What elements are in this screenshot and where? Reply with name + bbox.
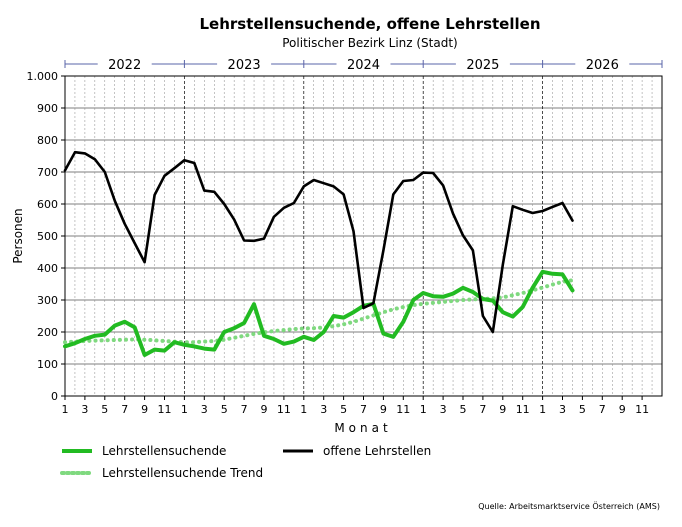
y-tick-label: 700 — [37, 166, 58, 179]
x-tick-label: 5 — [101, 403, 108, 416]
x-tick-label: 11 — [516, 403, 530, 416]
y-tick-label: 300 — [37, 294, 58, 307]
x-tick-label: 9 — [141, 403, 148, 416]
y-tick-label: 500 — [37, 230, 58, 243]
x-tick-label: 1 — [62, 403, 69, 416]
source-note: Quelle: Arbeitsmarktservice Österreich (… — [478, 501, 660, 511]
series-layer — [63, 150, 575, 357]
y-tick-label: 600 — [37, 198, 58, 211]
x-tick-label: 7 — [479, 403, 486, 416]
year-label: 2023 — [228, 58, 261, 73]
x-tick-label: 5 — [221, 403, 228, 416]
legend-item-lehrstellensuchende: Lehrstellensuchende — [62, 444, 226, 458]
x-tick-label: 9 — [380, 403, 387, 416]
x-tick-label: 11 — [277, 403, 291, 416]
y-tick-label: 400 — [37, 262, 58, 275]
x-tick-label: 1 — [420, 403, 427, 416]
x-tick-label: 11 — [396, 403, 410, 416]
year-label: 2024 — [347, 58, 380, 73]
x-tick-label: 7 — [599, 403, 606, 416]
y-tick-label: 900 — [37, 102, 58, 115]
x-tick-label: 5 — [460, 403, 467, 416]
y-tick-label: 0 — [51, 390, 58, 403]
x-tick-label: 3 — [81, 403, 88, 416]
x-tick-label: 5 — [340, 403, 347, 416]
x-tick-label: 1 — [181, 403, 188, 416]
x-tick-label: 5 — [579, 403, 586, 416]
y-tick-label: 200 — [37, 326, 58, 339]
year-band: 2022 2023 2024 2025 2026 — [64, 58, 663, 73]
x-tick-label: 3 — [559, 403, 566, 416]
x-tick-label: 1 — [300, 403, 307, 416]
y-tick-label: 1.000 — [27, 70, 59, 83]
y-axis-title: Personen — [11, 208, 25, 263]
x-tick-label: 11 — [158, 403, 172, 416]
grid — [65, 76, 662, 396]
chart-subtitle: Politischer Bezirk Linz (Stadt) — [282, 36, 458, 50]
x-tick-label: 7 — [241, 403, 248, 416]
x-tick-label: 7 — [121, 403, 128, 416]
x-axis-title: Monat — [334, 421, 391, 435]
series-line-offene-lehrstellen — [63, 150, 574, 334]
chart-title: Lehrstellensuchende, offene Lehrstellen — [200, 15, 541, 33]
y-tick-label: 800 — [37, 134, 58, 147]
year-label: 2022 — [108, 58, 141, 73]
year-label: 2026 — [586, 58, 619, 73]
legend-label-lehrstellensuchende: Lehrstellensuchende — [102, 444, 226, 458]
y-axis: 0 100 200 300 400 500 600 700 800 900 1.000 — [27, 70, 65, 403]
legend-label-offene-lehrstellen: offene Lehrstellen — [323, 444, 431, 458]
x-tick-label: 9 — [619, 403, 626, 416]
x-tick-label: 9 — [499, 403, 506, 416]
legend-item-offene-lehrstellen: offene Lehrstellen — [283, 444, 431, 458]
year-label: 2025 — [466, 58, 499, 73]
x-axis: 1 3 5 7 9 11 1 3 5 7 9 11 1 3 5 7 9 11 1 3 5 7 9 11 1 3 5 7 9 11 — [62, 396, 649, 416]
series-line-lehrstellensuchende — [63, 269, 575, 357]
x-tick-label: 11 — [635, 403, 649, 416]
x-tick-label: 3 — [201, 403, 208, 416]
x-tick-label: 1 — [539, 403, 546, 416]
x-tick-label: 3 — [320, 403, 327, 416]
legend-label-trend: Lehrstellensuchende Trend — [102, 466, 263, 480]
x-tick-label: 3 — [440, 403, 447, 416]
y-tick-label: 100 — [37, 358, 58, 371]
x-tick-label: 7 — [360, 403, 367, 416]
x-tick-label: 9 — [261, 403, 268, 416]
legend: Lehrstellensuchende offene Lehrstellen L… — [60, 444, 431, 480]
legend-item-trend: Lehrstellensuchende Trend — [60, 466, 263, 480]
